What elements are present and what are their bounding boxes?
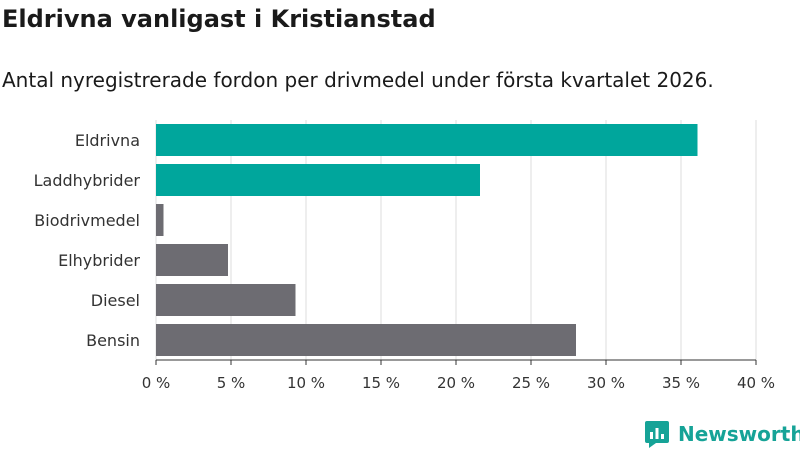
bar-0 [156,124,698,156]
x-tick-label-6: 30 % [587,374,625,392]
x-tick-label-3: 15 % [362,374,400,392]
category-label-5: Bensin [86,331,140,350]
chart-title: Eldrivna vanligast i Kristianstad [2,5,436,33]
category-label-1: Laddhybrider [34,171,141,190]
bar-5 [156,324,576,356]
bar-2 [156,204,164,236]
newsworthy-logo-icon [645,421,669,448]
newsworthy-logo-text: Newsworthy [678,422,800,446]
chart-subtitle: Antal nyregistrerade fordon per drivmede… [2,68,714,92]
category-label-2: Biodrivmedel [34,211,140,230]
category-label-4: Diesel [91,291,140,310]
x-tick-label-5: 25 % [512,374,550,392]
category-label-0: Eldrivna [75,131,140,150]
newsworthy-logo: Newsworthy [644,418,800,450]
x-tick-label-0: 0 % [142,374,171,392]
x-tick-label-1: 5 % [217,374,246,392]
bar-3 [156,244,228,276]
x-tick-label-8: 40 % [737,374,775,392]
category-label-3: Elhybrider [58,251,140,270]
bar-1 [156,164,480,196]
x-tick-label-7: 35 % [662,374,700,392]
x-tick-label-2: 10 % [287,374,325,392]
x-tick-label-4: 20 % [437,374,475,392]
bar-4 [156,284,296,316]
